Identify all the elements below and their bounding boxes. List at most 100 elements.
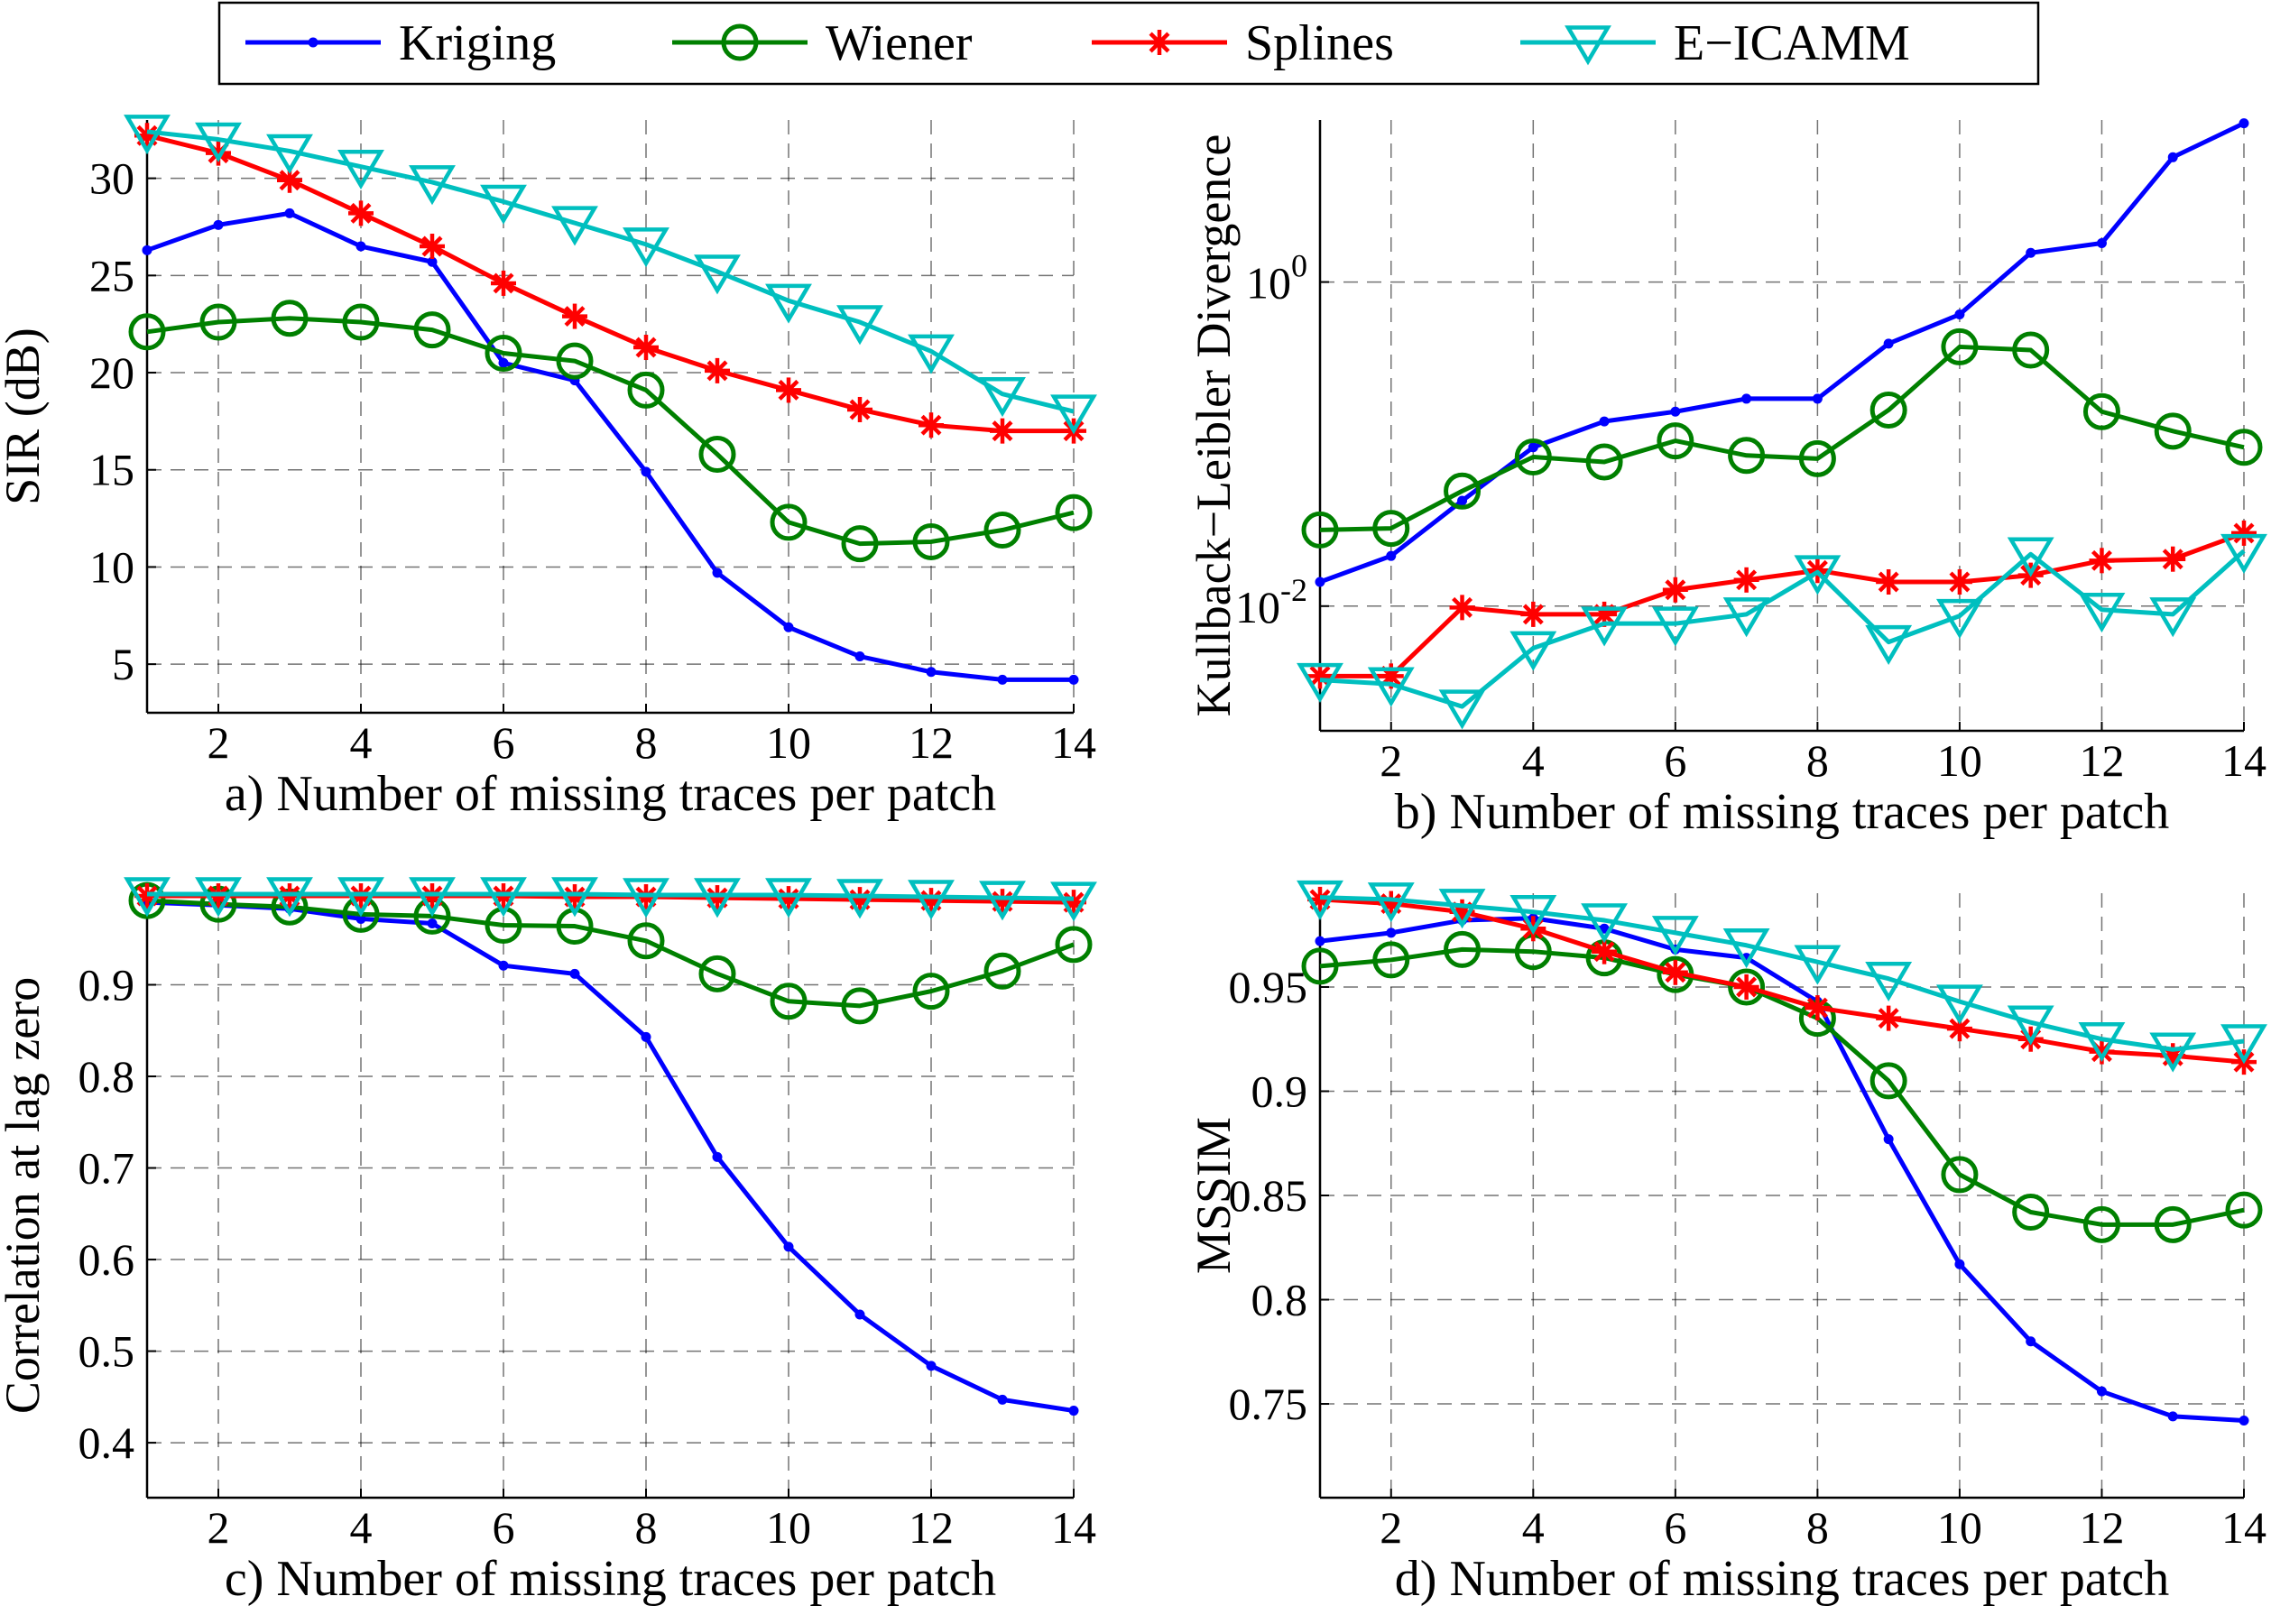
y-tick-label: 100: [1246, 248, 1307, 309]
x-tick-label: 10: [1937, 735, 1982, 786]
point-splines: [1876, 568, 1902, 595]
point-e-icamm: [337, 149, 384, 190]
legend-entry-splines: Splines: [1092, 15, 1394, 71]
legend-label: Wiener: [826, 15, 973, 71]
point-kriging: [2239, 1416, 2249, 1426]
y-axis-label: SIR (dB): [0, 328, 50, 505]
point-kriging: [2239, 118, 2249, 129]
point-splines: [562, 303, 587, 329]
point-e-icamm: [2220, 533, 2267, 574]
y-tick-label: 30: [89, 153, 134, 204]
point-kriging: [284, 208, 295, 218]
point-kriging: [854, 1309, 865, 1320]
point-wiener: [1657, 422, 1694, 460]
point-wiener: [1055, 494, 1093, 531]
y-tick-label: 10: [89, 541, 134, 592]
point-wiener: [1585, 443, 1623, 481]
point-wiener: [1869, 391, 1907, 429]
point-e-icamm: [1438, 689, 1486, 730]
series-line-wiener: [146, 316, 1075, 547]
point-kriging: [1954, 1259, 1965, 1269]
point-e-icamm: [979, 881, 1026, 921]
panel-4: 2 4 6 8 10 12 14 0.75 0.8 0.85 0.9 0.95 d) Number of…: [1186, 880, 2267, 1607]
point-wiener: [841, 987, 879, 1025]
point-wiener: [1728, 437, 1766, 475]
point-splines: [2160, 546, 2186, 572]
point-kriging: [2167, 152, 2178, 162]
point-kriging: [2096, 1386, 2107, 1397]
point-wiener: [1444, 472, 1482, 510]
point-e-icamm: [623, 878, 669, 918]
x-tick-label: 2: [1380, 735, 1402, 786]
point-kriging: [997, 674, 1008, 685]
y-tick-label: 20: [89, 347, 134, 398]
point-e-icamm: [1297, 880, 1343, 920]
point-wiener: [841, 525, 879, 563]
point-kriging: [1315, 936, 1325, 946]
x-tick-label: 6: [1664, 735, 1686, 786]
point-kriging: [1457, 495, 1468, 506]
point-kriging: [569, 968, 580, 979]
y-tick-label: 0.8: [1251, 1275, 1308, 1325]
point-e-icamm: [124, 877, 171, 918]
plot-area: [147, 120, 1074, 713]
legend-marker-wiener: [721, 23, 759, 61]
point-e-icamm: [2007, 537, 2054, 577]
legend-label: Splines: [1245, 15, 1394, 71]
legend-label: E−ICAMM: [1674, 15, 1910, 71]
point-e-icamm: [1367, 882, 1415, 923]
point-wiener: [2154, 412, 2192, 450]
point-kriging: [355, 241, 366, 252]
series-line-splines: [146, 133, 1074, 434]
series-line-wiener: [1319, 946, 2245, 1227]
point-kriging: [641, 466, 651, 477]
y-tick-label: 0.6: [78, 1234, 135, 1285]
point-splines: [491, 270, 516, 296]
point-e-icamm: [694, 878, 741, 918]
x-tick-label: 12: [2079, 735, 2124, 786]
x-tick-label: 14: [1051, 1502, 1096, 1553]
series-line-kriging: [146, 900, 1075, 1414]
point-wiener: [912, 973, 950, 1010]
point-e-icamm: [1865, 624, 1913, 665]
point-e-icamm: [836, 305, 883, 346]
point-kriging: [1954, 309, 1965, 320]
point-kriging: [2096, 237, 2107, 248]
x-tick-label: 6: [493, 1502, 515, 1553]
y-tick-label: 10-2: [1235, 572, 1307, 632]
point-splines: [633, 335, 659, 361]
point-wiener: [1869, 1062, 1907, 1100]
point-e-icamm: [266, 134, 313, 174]
legend-marker-splines: [1147, 30, 1172, 55]
point-splines: [1592, 938, 1618, 964]
x-tick-label: 4: [350, 717, 373, 768]
x-tick-label: 4: [1522, 1502, 1545, 1553]
y-axis-label: MSSIM: [1186, 1117, 1241, 1274]
point-e-icamm: [1794, 555, 1842, 595]
y-tick-label: 0.4: [78, 1417, 135, 1468]
point-kriging: [1386, 550, 1397, 561]
y-axis-label: Correlation at lag zero: [0, 977, 50, 1414]
y-tick-label: 0.85: [1229, 1170, 1308, 1221]
point-kriging: [641, 1031, 651, 1042]
point-kriging: [997, 1394, 1008, 1405]
legend-marker-e-icamm: [1565, 25, 1611, 66]
point-e-icamm: [1935, 598, 1983, 639]
point-wiener: [627, 922, 665, 960]
point-wiener: [698, 955, 736, 992]
point-wiener: [698, 436, 736, 474]
x-tick-label: 4: [350, 1502, 373, 1553]
y-tick-label: 0.9: [78, 960, 135, 1010]
point-kriging: [498, 357, 509, 368]
y-tick-label: 15: [89, 445, 134, 495]
point-wiener: [2012, 1193, 2050, 1231]
x-tick-label: 8: [1806, 735, 1829, 786]
x-tick-label: 2: [208, 717, 230, 768]
y-tick-label: 0.5: [78, 1326, 135, 1377]
point-wiener: [1514, 438, 1552, 476]
panel-2: 2 4 6 8 10 12 14 10-2 100 b) Number of missing tr…: [1186, 118, 2267, 840]
y-tick-label: 0.9: [1251, 1066, 1308, 1116]
point-e-icamm: [2078, 1021, 2126, 1063]
point-splines: [2089, 548, 2115, 574]
point-splines: [348, 200, 374, 226]
